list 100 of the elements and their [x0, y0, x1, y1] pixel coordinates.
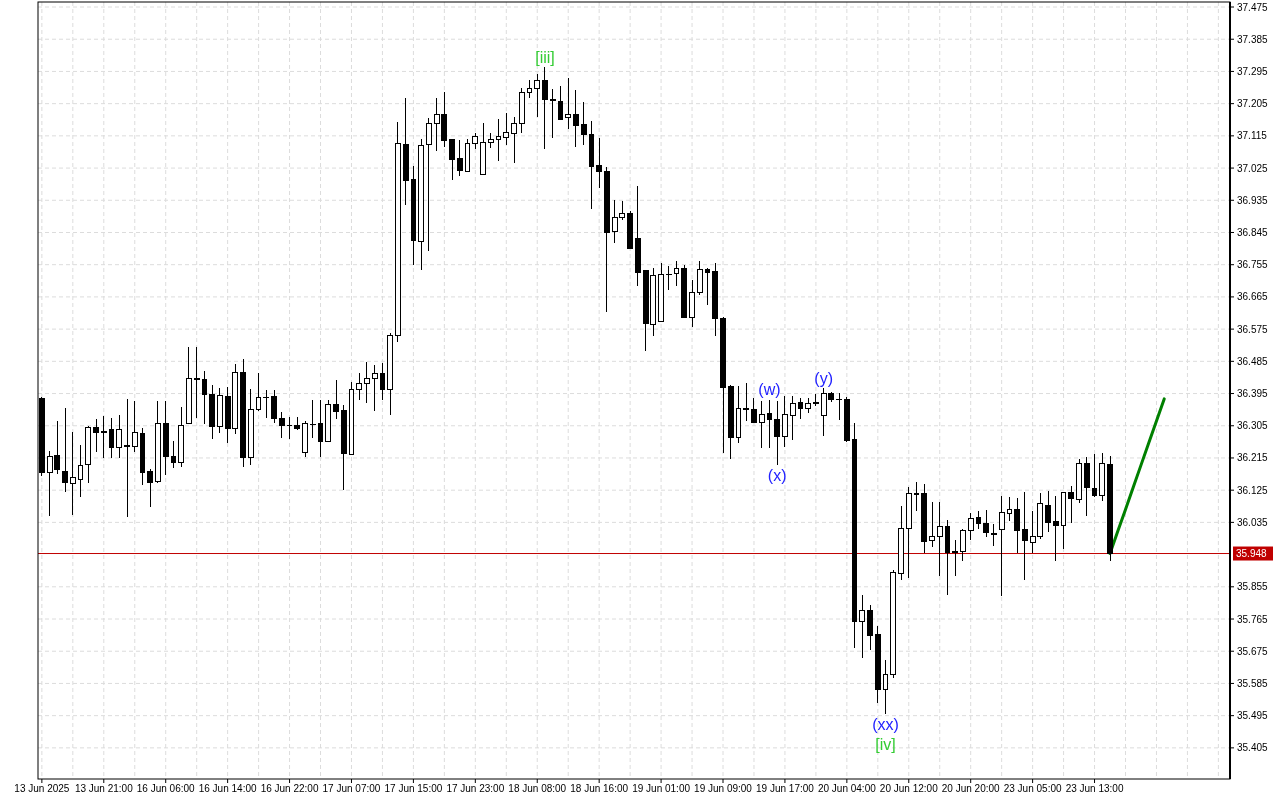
y-tick-label: 36.125: [1237, 484, 1269, 496]
candlestick: [604, 166, 610, 313]
candlestick: [186, 346, 192, 425]
y-tick-label: 36.755: [1237, 259, 1269, 271]
candlestick: [395, 121, 401, 343]
y-tick-label: 35.855: [1237, 581, 1269, 593]
candlestick: [1107, 455, 1113, 562]
x-tick-label: 13 Jun 21:00: [74, 783, 134, 794]
y-tick-label: 37.475: [1237, 1, 1269, 13]
x-tick-label: 18 Jun 16:00: [570, 783, 629, 794]
y-tick-label: 36.575: [1237, 323, 1269, 335]
candlestick: [124, 398, 130, 518]
candlestick: [836, 392, 843, 421]
y-tick-label: 35.765: [1237, 613, 1269, 625]
candlestick: [634, 185, 641, 287]
annotation: (w): [758, 381, 781, 399]
candlestick: [456, 139, 463, 177]
candlestick: [364, 361, 370, 404]
candlestick: [302, 420, 308, 458]
candlestick: [929, 501, 935, 548]
x-tick-label: 19 Jun 17:00: [756, 783, 815, 794]
x-tick-label: 20 Jun 20:00: [941, 783, 1001, 794]
candlestick: [658, 262, 664, 323]
candlestick: [418, 138, 425, 271]
x-tick-label: 19 Jun 09:00: [694, 783, 753, 794]
candlestick: [720, 316, 726, 454]
candlestick: [480, 122, 486, 175]
candlestick: [425, 117, 432, 252]
candlestick: [278, 411, 285, 439]
x-tick-label: 17 Jun 07:00: [322, 783, 381, 794]
x-tick-label: 23 Jun 05:00: [1003, 783, 1062, 794]
x-tick-label: 17 Jun 23:00: [446, 783, 505, 794]
candlestick: [1076, 458, 1082, 504]
candlestick: [689, 279, 695, 328]
candlestick: [983, 509, 990, 538]
x-tick-label: 16 Jun 14:00: [198, 783, 257, 794]
x-tick-label: 20 Jun 12:00: [879, 783, 939, 794]
candlestick: [511, 116, 517, 164]
candlestick: [596, 137, 603, 189]
candlestick: [665, 265, 672, 291]
y-tick-label: 36.665: [1237, 291, 1269, 303]
candlestick: [387, 332, 394, 416]
y-tick-label: 35.405: [1237, 742, 1269, 754]
y-tick-label: 36.215: [1237, 452, 1269, 464]
candlestick: [271, 389, 277, 424]
annotation: [iii]: [535, 48, 555, 66]
candlestick: [69, 431, 76, 516]
x-tick-label: 20 Jun 04:00: [817, 783, 877, 794]
candlestick: [209, 384, 216, 440]
candlestick: [1014, 497, 1021, 554]
x-tick-label: 17 Jun 15:00: [384, 783, 443, 794]
annotation: (x): [767, 467, 787, 485]
y-tick-label: 37.025: [1237, 162, 1269, 174]
candlestick: [867, 604, 873, 651]
candlestick: [751, 397, 757, 424]
ref-line-label: 35.948: [1236, 548, 1268, 560]
candlestick: [217, 387, 223, 434]
annotation: (xx): [872, 716, 899, 734]
candlestick: [813, 393, 819, 407]
candlestick: [240, 358, 247, 468]
candlestick: [93, 418, 99, 453]
candlestick: [991, 523, 997, 547]
candlestick: [805, 397, 812, 414]
x-tick-label: 16 Jun 22:00: [260, 783, 319, 794]
x-tick-label: 23 Jun 13:00: [1065, 783, 1124, 794]
candlestick: [843, 396, 850, 442]
y-tick-label: 36.395: [1237, 388, 1269, 400]
y-tick-label: 36.485: [1237, 355, 1269, 367]
x-tick-label: 16 Jun 06:00: [136, 783, 196, 794]
y-tick-label: 37.115: [1237, 130, 1268, 142]
candlestick: [1052, 495, 1059, 562]
y-tick-label: 35.585: [1237, 677, 1269, 689]
y-tick-label: 35.495: [1237, 710, 1269, 722]
x-tick-label: 13 Jun 2025: [14, 783, 70, 794]
y-tick-label: 36.305: [1237, 420, 1269, 432]
candlestick: [1083, 456, 1090, 517]
y-tick-label: 36.845: [1237, 226, 1269, 238]
candlestick: [62, 407, 68, 493]
candlestick: [247, 388, 254, 466]
candlestick: [874, 625, 881, 704]
candlestick: [627, 210, 634, 250]
candlestick: [449, 138, 455, 181]
y-tick-label: 37.385: [1237, 33, 1269, 45]
candlestick: [542, 66, 548, 150]
candlestick: [1021, 491, 1028, 581]
y-tick-label: 36.935: [1237, 194, 1269, 206]
y-tick-label: 37.295: [1237, 65, 1269, 77]
candlestick: [573, 89, 579, 148]
y-tick-label: 37.205: [1237, 98, 1269, 110]
annotation: (y): [814, 369, 833, 387]
candlestick: [155, 400, 161, 484]
y-tick-label: 35.675: [1237, 645, 1269, 657]
y-tick-label: 36.035: [1237, 516, 1269, 528]
x-tick-label: 18 Jun 08:00: [508, 783, 567, 794]
candlestick: [1045, 490, 1051, 533]
candlestick: [333, 379, 339, 420]
annotation: [iv]: [875, 736, 896, 754]
candlestick: [960, 528, 966, 562]
x-tick-label: 19 Jun 01:00: [632, 783, 691, 794]
candlestick: [898, 505, 904, 581]
